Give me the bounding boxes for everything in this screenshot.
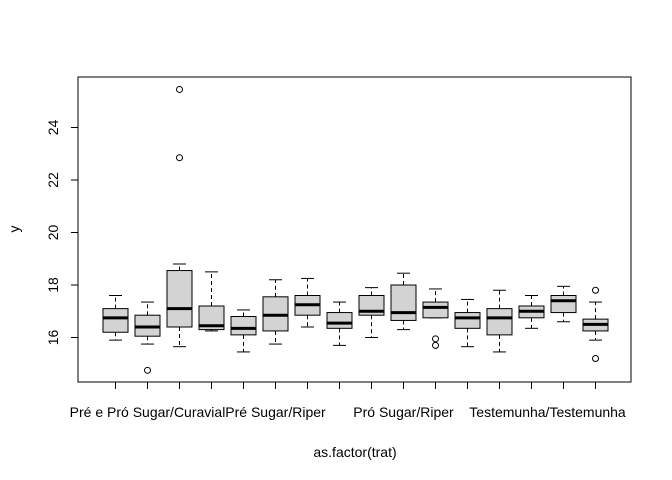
box-group-7	[294, 277, 321, 328]
y-tick-label: 20	[45, 225, 61, 241]
outlier-point	[176, 154, 183, 162]
y-tick-label: 18	[45, 277, 61, 293]
box-iqr	[486, 308, 513, 336]
box-iqr	[198, 305, 225, 331]
box-iqr	[550, 295, 577, 314]
box-iqr	[230, 316, 257, 336]
box-group-10	[390, 272, 417, 331]
outlier-point	[432, 341, 439, 349]
outlier-point	[144, 366, 151, 374]
box-group-15	[550, 285, 577, 323]
y-axis-label: y	[6, 226, 22, 233]
box-group-3	[166, 85, 193, 348]
x-axis: Pré e Pró Sugar/Curavial Pré Sugar/Riper P…	[70, 381, 626, 420]
box-group-1	[102, 295, 129, 341]
y-axis: 16 18 20 22 24	[45, 120, 79, 346]
outlier-point	[176, 85, 183, 93]
box-iqr	[326, 312, 353, 329]
box-iqr	[166, 270, 193, 328]
box-group-4	[198, 271, 225, 332]
outlier-point	[592, 286, 599, 294]
box-iqr	[454, 312, 481, 329]
box-group-13	[486, 289, 513, 353]
box-group-12	[454, 298, 481, 348]
box-group-2	[134, 301, 161, 374]
box-group-11	[422, 288, 449, 349]
x-tick-label: Pré e Pró Sugar/Curavial	[70, 404, 226, 420]
x-tick-label: Pró Sugar/Riper	[353, 404, 454, 420]
box-group-14	[518, 295, 545, 329]
x-tick-label: Testemunha/Testemunha	[469, 404, 626, 420]
box-group-16	[582, 286, 609, 362]
box-group-9	[358, 287, 385, 338]
plot-frame	[77, 76, 632, 383]
boxes-layer	[102, 85, 609, 374]
box-group-6	[262, 279, 289, 345]
box-iqr	[102, 308, 129, 333]
x-tick-label: Pré Sugar/Riper	[225, 404, 326, 420]
outlier-point	[432, 335, 439, 343]
y-tick-label: 22	[45, 172, 61, 188]
box-iqr	[422, 301, 449, 319]
y-tick-label: 24	[45, 120, 61, 136]
y-tick-label: 16	[45, 330, 61, 346]
outlier-point	[592, 355, 599, 362]
box-iqr	[390, 284, 417, 321]
box-group-8	[326, 301, 353, 346]
box-group-5	[230, 309, 257, 353]
x-axis-label: as.factor(trat)	[313, 444, 396, 460]
